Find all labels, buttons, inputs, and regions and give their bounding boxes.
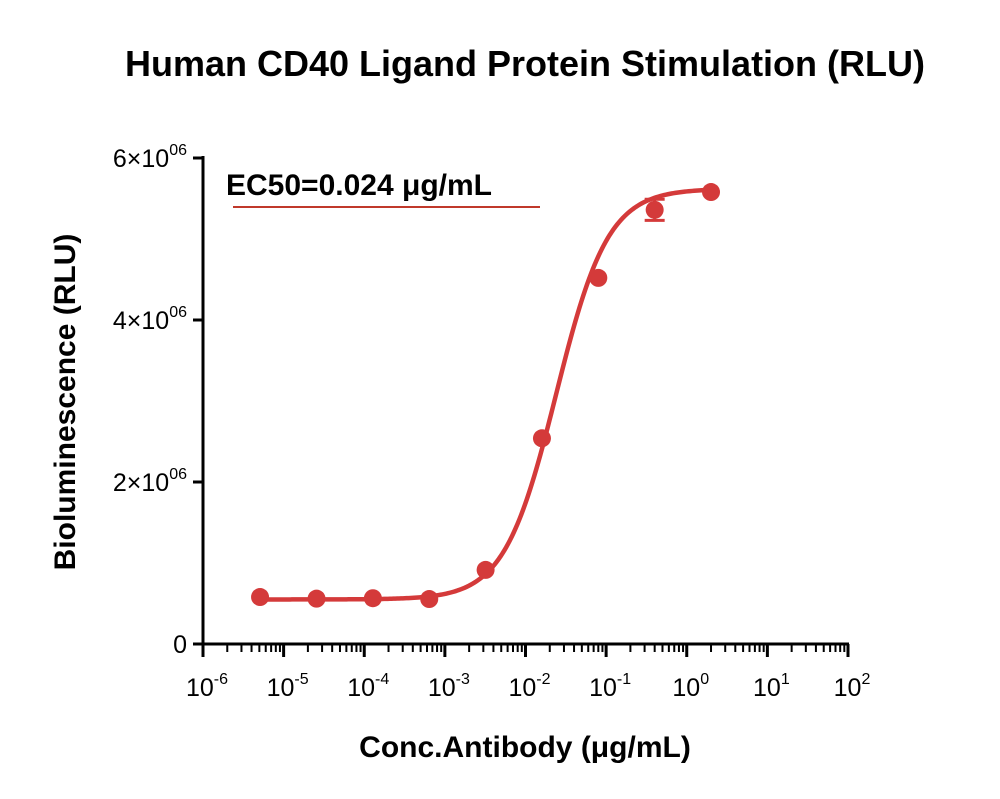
data-point <box>420 590 439 609</box>
y-tick-label: 4×1006 <box>113 304 187 335</box>
axes: 0 2×1006 4×1006 6×1006 10-6 10-5 10-4 10-3 10-2 1… <box>113 142 871 702</box>
x-tick-label: 100 <box>672 671 709 702</box>
data-point <box>532 429 551 448</box>
ec50-annotation: EC50=0.024 μg/mL <box>226 169 492 202</box>
data-point <box>307 589 326 608</box>
data-point <box>589 268 608 287</box>
data-points-layer <box>251 183 721 609</box>
x-tick-label: 10-2 <box>508 671 550 702</box>
data-point <box>702 183 721 202</box>
y-tick-label: 6×1006 <box>113 142 187 173</box>
x-tick-label: 10-5 <box>267 671 309 702</box>
x-tick-label: 10-3 <box>428 671 470 702</box>
y-tick-label: 2×1006 <box>113 466 187 497</box>
data-point <box>363 589 382 608</box>
y-axis-title: Bioluminescence (RLU) <box>49 234 82 571</box>
chart-title: Human CD40 Ligand Protein Stimulation (R… <box>125 43 925 84</box>
x-tick-label: 10-1 <box>589 671 631 702</box>
x-tick-label: 101 <box>753 671 790 702</box>
x-axis-title: Conc.Antibody (μg/mL) <box>359 731 691 764</box>
data-point <box>251 588 270 607</box>
fit-curve-layer <box>260 187 712 602</box>
x-tick-label: 10-6 <box>186 671 228 702</box>
x-tick-label: 102 <box>834 671 871 702</box>
data-point <box>476 560 495 579</box>
data-point <box>645 200 664 219</box>
fit-curve <box>260 187 712 602</box>
x-tick-label: 10-4 <box>347 671 389 702</box>
y-tick-label: 0 <box>173 631 187 659</box>
